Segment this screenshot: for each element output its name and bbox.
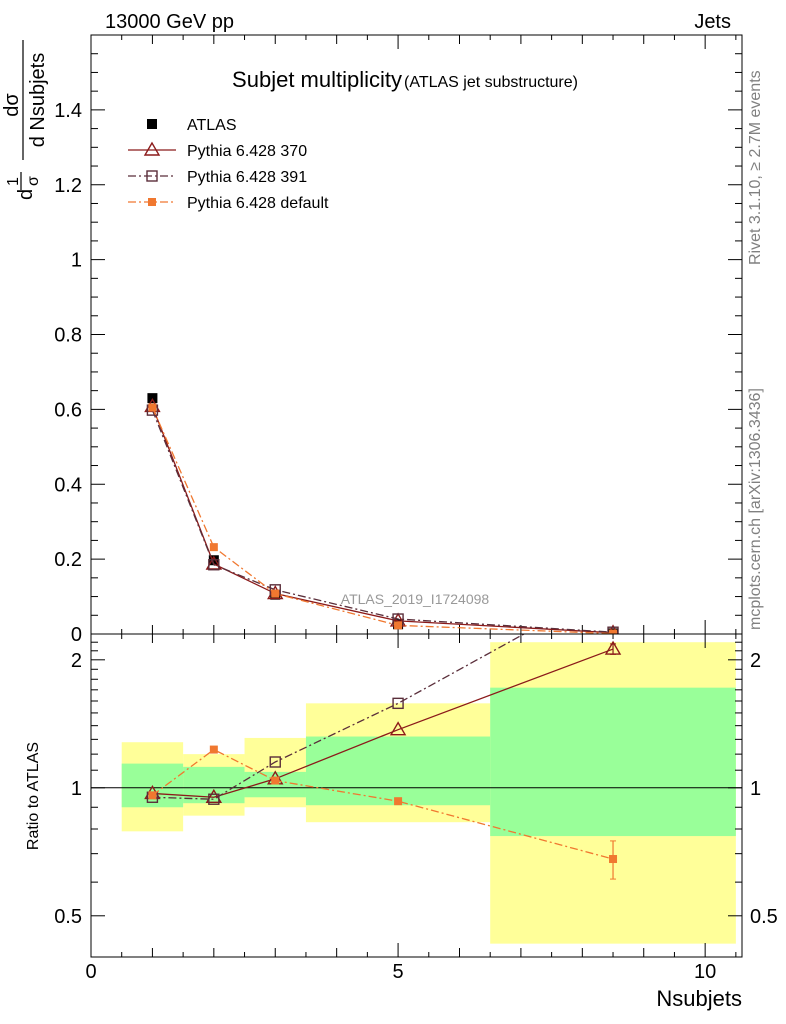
ratio-data-point xyxy=(209,745,218,754)
ylabel-frac-den: d Nsubjets xyxy=(27,53,49,148)
legend-label: Pythia 6.428 370 xyxy=(187,143,307,160)
main-ytick-label: 0.2 xyxy=(54,549,82,571)
main-series-group xyxy=(144,393,619,634)
rivet-label: Rivet 3.1.10, ≥ 2.7M events xyxy=(747,70,764,265)
ratio-data-point xyxy=(394,797,403,806)
ratio-plot: 0.5 0.5 1 1 2 2 0 5 10 xyxy=(54,580,778,983)
mcplots-label: mcplots.cern.ch [arXiv:1306.3436] xyxy=(747,388,764,630)
uncertainty-band-green xyxy=(305,736,491,806)
ratio-content-group xyxy=(91,580,742,944)
main-ytick-label: 0.6 xyxy=(54,399,82,421)
main-ytick-label: 0 xyxy=(71,624,82,646)
ratio-xtick-label: 5 xyxy=(393,961,404,983)
ratio-frame xyxy=(90,633,743,958)
ylabel-d: d xyxy=(15,189,37,200)
ratio-data-point xyxy=(609,855,618,864)
main-data-point xyxy=(209,543,218,552)
main-ytick-label: 1.2 xyxy=(54,175,82,197)
analysis-watermark: ATLAS_2019_I1724098 xyxy=(341,591,490,607)
ratio-data-point xyxy=(389,721,407,736)
main-data-point xyxy=(607,626,619,634)
ratio-data-point xyxy=(604,640,622,655)
ratio-data-point xyxy=(392,697,404,710)
legend-marker xyxy=(148,198,156,206)
main-data-point xyxy=(148,403,157,412)
main-data-point xyxy=(394,621,403,630)
main-ytick-label: 0.8 xyxy=(54,325,82,347)
ratio-data-point xyxy=(271,776,280,785)
main-data-point xyxy=(205,555,223,570)
ratio-data-point xyxy=(148,791,157,800)
ratio-ytick-label-right: 1 xyxy=(750,778,761,800)
main-data-point xyxy=(271,589,280,598)
ylabel-frac-num: dσ xyxy=(1,93,23,117)
legend-marker xyxy=(146,170,158,182)
main-data-point xyxy=(208,559,220,571)
ratio-ylabel: Ratio to ATLAS xyxy=(25,742,42,850)
ylabel-prefix-num: 1 xyxy=(5,177,22,186)
ratio-xtick-label: 10 xyxy=(694,961,716,983)
main-ytick-label: 1.4 xyxy=(54,100,82,122)
main-ytick-label: 1 xyxy=(71,250,82,272)
x-axis-title: Nsubjets xyxy=(656,986,742,1011)
legend-label: Pythia 6.428 default xyxy=(187,195,329,212)
ratio-data-point xyxy=(205,788,223,803)
ratio-series-line xyxy=(152,634,526,800)
ylabel-prefix-den: σ xyxy=(25,176,42,186)
ratio-ytick-label: 1 xyxy=(71,778,82,800)
main-data-point xyxy=(609,629,618,634)
main-ytick-label: 0.4 xyxy=(54,474,82,496)
ratio-ytick-label-right: 0.5 xyxy=(750,906,778,928)
ratio-ytick-label: 0.5 xyxy=(54,906,82,928)
legend-marker xyxy=(143,141,161,156)
legend-label: ATLAS xyxy=(187,117,237,134)
ratio-ytick-label: 2 xyxy=(71,650,82,672)
ratio-xtick-label: 0 xyxy=(85,961,96,983)
chart-subtitle: (ATLAS jet substructure) xyxy=(404,74,578,91)
ratio-ytick-label-right: 2 xyxy=(750,650,761,672)
y-axis-title: d 1 σ dσ d Nsubjets xyxy=(1,40,49,200)
legend-label: Pythia 6.428 391 xyxy=(187,169,307,186)
header-energy: 13000 GeV pp xyxy=(105,11,234,33)
ratio-data-point xyxy=(269,756,281,768)
chart-title: Subjet multiplicity xyxy=(232,67,402,92)
ratio-data-point xyxy=(608,580,618,590)
legend-marker xyxy=(147,119,157,129)
ratio-data-point xyxy=(208,793,220,805)
header-category: Jets xyxy=(694,11,731,33)
main-plot: 0 0.2 0.4 0.6 0.8 1 1.2 1.4 ATLAS Pythia 6.428 37… xyxy=(54,34,743,646)
uncertainty-band-green xyxy=(490,687,736,837)
